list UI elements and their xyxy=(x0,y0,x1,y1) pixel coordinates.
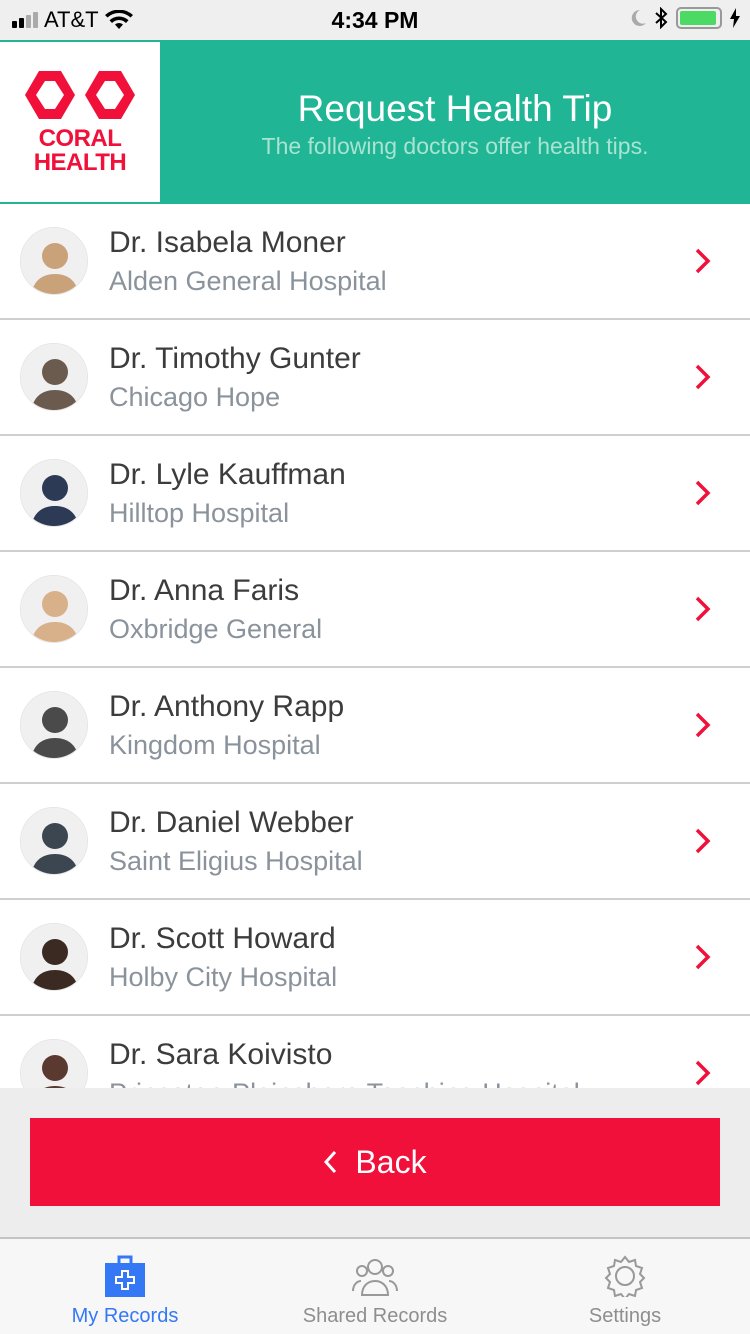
moon-icon xyxy=(631,9,646,26)
doctor-name: Dr. Timothy Gunter xyxy=(109,342,361,375)
chevron-right-icon xyxy=(695,944,711,970)
doctor-name: Dr. Lyle Kauffman xyxy=(109,458,346,491)
hospital-name: Holby City Hospital xyxy=(109,962,338,992)
doctor-row[interactable]: Dr. Timothy Gunter Chicago Hope xyxy=(0,320,750,436)
doctor-row[interactable]: Dr. Daniel Webber Saint Eligius Hospital xyxy=(0,784,750,900)
carrier: AT&T xyxy=(12,7,133,33)
chevron-right-icon xyxy=(695,480,711,506)
chevron-right-icon xyxy=(695,1060,711,1086)
medical-kit-icon xyxy=(105,1255,145,1297)
avatar xyxy=(20,691,88,759)
doctor-name: Dr. Daniel Webber xyxy=(109,806,354,839)
doctor-name: Dr. Scott Howard xyxy=(109,922,336,955)
doctor-name: Dr. Isabela Moner xyxy=(109,226,346,259)
tab-my-records[interactable]: My Records xyxy=(0,1239,250,1334)
carrier-name: AT&T xyxy=(44,7,99,32)
bluetooth-icon xyxy=(655,7,668,29)
status-bar: AT&T 4:34 PM xyxy=(0,0,750,40)
hospital-name: Kingdom Hospital xyxy=(109,730,321,760)
signal-icon xyxy=(12,12,38,28)
avatar xyxy=(20,227,88,295)
chevron-right-icon xyxy=(695,248,711,274)
people-icon xyxy=(352,1259,398,1296)
hospital-name: Hilltop Hospital xyxy=(109,498,290,528)
doctor-name: Dr. Anna Faris xyxy=(109,574,300,607)
page-title: Request Health Tip xyxy=(297,88,613,129)
doctor-name: Dr. Anthony Rapp xyxy=(109,690,345,723)
avatar xyxy=(20,923,88,991)
charging-icon xyxy=(730,8,740,28)
hospital-name: Alden General Hospital xyxy=(109,266,387,296)
chevron-right-icon xyxy=(695,828,711,854)
coral-health-logo: CORAL HEALTH xyxy=(0,42,160,202)
tab-label: Shared Records xyxy=(302,1305,448,1327)
chevron-right-icon xyxy=(695,596,711,622)
tab-settings[interactable]: Settings xyxy=(500,1239,750,1334)
bottom-bar: Back xyxy=(0,1088,750,1237)
doctor-row[interactable]: Dr. Scott Howard Holby City Hospital xyxy=(0,900,750,1016)
avatar xyxy=(20,807,88,875)
page-subtitle: The following doctors offer health tips. xyxy=(261,133,649,159)
tab-shared-records[interactable]: Shared Records xyxy=(250,1239,500,1334)
avatar xyxy=(20,343,88,411)
clock: 4:34 PM xyxy=(331,7,419,33)
doctor-row[interactable]: Dr. Lyle Kauffman Hilltop Hospital xyxy=(0,436,750,552)
doctor-row[interactable]: Dr. Anna Faris Oxbridge General xyxy=(0,552,750,668)
hospital-name: Saint Eligius Hospital xyxy=(109,846,363,876)
hospital-name: Oxbridge General xyxy=(109,614,323,644)
gear-icon xyxy=(604,1255,646,1297)
doctor-row[interactable]: Dr. Sara Koivisto Princeton-Plainsboro T… xyxy=(0,1016,750,1088)
header: CORAL HEALTH Request Health Tip The follo… xyxy=(0,40,750,204)
avatar xyxy=(20,459,88,527)
tab-label: My Records xyxy=(71,1305,179,1327)
logo-mark-icon xyxy=(25,71,135,119)
hospital-name: Princeton-Plainsboro Teaching Hospital xyxy=(109,1078,580,1088)
chevron-right-icon xyxy=(695,712,711,738)
chevron-right-icon xyxy=(695,364,711,390)
avatar xyxy=(20,575,88,643)
doctor-list[interactable]: Dr. Isabela Moner Alden General Hospital… xyxy=(0,204,750,1088)
hospital-name: Chicago Hope xyxy=(109,382,281,412)
tab-bar: My Records Shared Records Settings xyxy=(0,1237,750,1334)
battery-icon xyxy=(676,7,722,29)
doctor-row[interactable]: Dr. Isabela Moner Alden General Hospital xyxy=(0,204,750,320)
chevron-left-icon xyxy=(324,1150,337,1174)
tab-label: Settings xyxy=(588,1305,662,1327)
back-button[interactable]: Back xyxy=(30,1118,720,1206)
doctor-row[interactable]: Dr. Anthony Rapp Kingdom Hospital xyxy=(0,668,750,784)
back-label: Back xyxy=(355,1143,427,1180)
doctor-name: Dr. Sara Koivisto xyxy=(109,1038,333,1071)
avatar xyxy=(20,1039,88,1088)
wifi-icon xyxy=(104,10,133,29)
